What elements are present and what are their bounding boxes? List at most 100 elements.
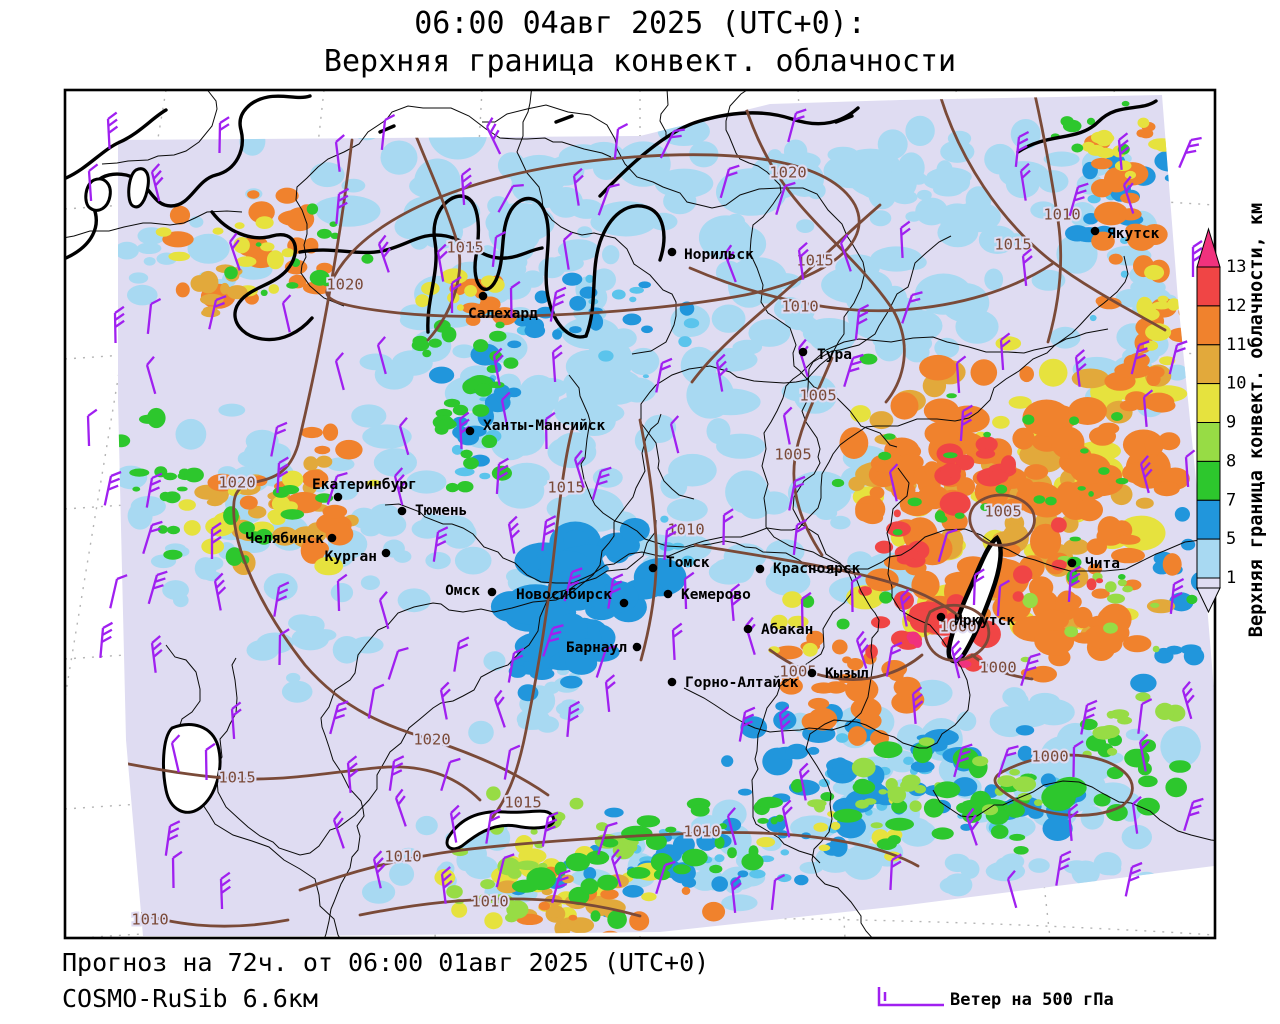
wind-barb	[972, 568, 985, 606]
wind-barb	[439, 681, 451, 720]
cloud-blob	[835, 733, 849, 743]
cloud-blob	[310, 162, 345, 188]
city-dot	[936, 612, 946, 622]
cloud-blob	[1159, 356, 1176, 366]
wind-barb	[572, 167, 584, 206]
cloud-blob	[785, 743, 809, 760]
map-title-variable: Верхняя граница конвект. облачности	[323, 44, 957, 79]
city-dot	[798, 347, 808, 357]
cloud-blob	[157, 525, 168, 534]
cloud-blob	[1000, 455, 1017, 474]
cloud-blob	[836, 618, 850, 630]
cloud-blob	[159, 491, 171, 502]
cloud-blob	[1069, 453, 1111, 485]
isobar-label: 1020	[413, 731, 450, 749]
cloud-blob	[315, 455, 333, 468]
cloud-blob	[1091, 588, 1110, 599]
cloud-blob	[330, 232, 340, 239]
city-dot	[333, 492, 343, 502]
wind-barb	[671, 622, 683, 661]
city-dot	[667, 677, 677, 687]
cloud-blob	[1012, 591, 1024, 602]
coastline	[210, 210, 314, 342]
cloud-blob	[1103, 167, 1130, 193]
cloud-blob	[538, 901, 550, 911]
city-dot	[397, 506, 407, 516]
cloud-blob	[266, 250, 284, 270]
city-dot	[807, 668, 817, 678]
cloud-blob	[1080, 806, 1105, 830]
wind-barb	[950, 640, 964, 679]
cloud-blob	[1148, 398, 1176, 413]
city-dot	[648, 563, 658, 573]
cloud-blob	[552, 329, 563, 340]
wind-barb	[332, 810, 345, 849]
cloud-blob	[147, 407, 166, 429]
cloud-blob	[919, 354, 957, 381]
cloud-blob	[1144, 434, 1163, 456]
cloud-blob	[869, 486, 885, 500]
wind-barb	[440, 866, 453, 904]
isobar-line	[768, 648, 924, 681]
cloud-blob	[415, 815, 438, 836]
wind-barb	[787, 108, 807, 143]
cloud-blob	[1097, 516, 1123, 542]
wind-barb	[850, 574, 862, 613]
cloud-blob	[143, 257, 156, 266]
wind-barb	[669, 415, 680, 454]
cloud-blob	[497, 473, 545, 509]
cloud-blob	[260, 242, 275, 252]
cloud-blob	[281, 470, 304, 488]
city-label: Горно-Алтайск	[685, 675, 799, 691]
cloud-blob	[645, 833, 667, 851]
cloud-blob	[175, 282, 190, 298]
colorbar-segment	[1196, 499, 1221, 540]
wind-barb	[1142, 389, 1154, 427]
cloud-blob	[774, 645, 803, 660]
cloud-blob	[956, 711, 977, 731]
wind-barb	[597, 821, 618, 856]
admin-border	[683, 328, 1109, 733]
wind-barb-icon	[877, 987, 944, 1007]
wind-barb	[453, 636, 470, 672]
cloud-blob	[428, 338, 442, 348]
cloud-blob	[808, 697, 830, 710]
cloud-blob	[200, 293, 224, 306]
cloud-blob	[1106, 710, 1116, 719]
cloud-blob	[558, 144, 608, 170]
cloud-blob	[255, 528, 273, 545]
cloud-blob	[975, 436, 998, 453]
cloud-blob	[1087, 563, 1103, 575]
isobar-labels: 1020 1020 1020 1020 1015 1015 1015 1015 1015 1015…	[129, 162, 1082, 931]
cloud-blob	[877, 129, 908, 160]
cloud-blob	[981, 804, 999, 816]
wind-barb	[367, 683, 385, 719]
wind-barb	[376, 336, 387, 375]
cloud-blob	[749, 869, 766, 879]
wind-barb	[551, 869, 571, 904]
wind-barb	[150, 163, 164, 202]
admin-border	[516, 90, 677, 355]
wind-barb	[901, 291, 923, 324]
wind-barb	[854, 303, 870, 340]
cloud-blob	[1033, 495, 1046, 504]
cloud-blob	[818, 778, 830, 788]
cloud-blob	[1056, 234, 1098, 274]
cloud-blob	[902, 254, 927, 270]
cloud-blob	[1122, 462, 1151, 484]
cloud-blob	[627, 842, 638, 852]
wind-barb	[495, 853, 515, 888]
cloud-blob	[616, 141, 671, 187]
admin-border	[568, 255, 1129, 548]
wind-barb	[1067, 565, 1081, 603]
cloud-blob	[524, 323, 546, 339]
cloud-blob	[813, 822, 828, 832]
cloud-blob	[903, 756, 914, 765]
wind-barb	[726, 807, 737, 846]
wind-barb	[566, 700, 581, 737]
cloud-blob	[212, 227, 224, 235]
cloud-blob	[1073, 606, 1093, 629]
wind-barb	[500, 391, 511, 430]
isobar-label: 1020	[326, 276, 363, 294]
cloud-blob	[946, 405, 990, 434]
